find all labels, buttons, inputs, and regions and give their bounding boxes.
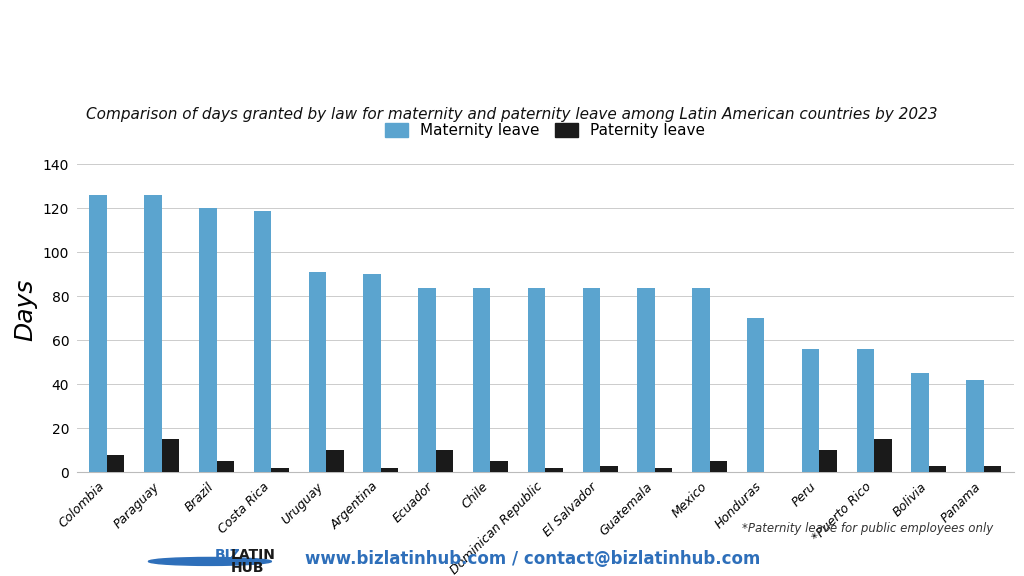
- Bar: [435, 450, 454, 472]
- Text: www.bizlatinhub.com / contact@bizlatinhub.com: www.bizlatinhub.com / contact@bizlatinhu…: [305, 551, 760, 569]
- Bar: [162, 439, 179, 472]
- Bar: [271, 468, 289, 472]
- Bar: [545, 468, 563, 472]
- Bar: [600, 466, 617, 472]
- Bar: [418, 287, 435, 472]
- Bar: [490, 461, 508, 472]
- Bar: [819, 450, 837, 472]
- Text: Comparison of days granted by law for maternity and paternity leave among Latin : Comparison of days granted by law for ma…: [86, 107, 938, 122]
- Bar: [911, 373, 929, 472]
- Bar: [199, 209, 216, 472]
- Bar: [254, 211, 271, 472]
- Bar: [106, 454, 125, 472]
- Bar: [655, 468, 673, 472]
- Bar: [216, 461, 234, 472]
- Bar: [746, 319, 765, 472]
- Bar: [637, 287, 655, 472]
- Bar: [692, 287, 710, 472]
- Y-axis label: Days: Days: [13, 278, 37, 341]
- Bar: [381, 468, 398, 472]
- Bar: [583, 287, 600, 472]
- Bar: [874, 439, 892, 472]
- Text: Maternity and paternity leave in Latin America: Maternity and paternity leave in Latin A…: [91, 32, 974, 66]
- Bar: [473, 287, 490, 472]
- Text: HUB: HUB: [230, 561, 264, 575]
- Text: *Paternity leave for public employees only: *Paternity leave for public employees on…: [742, 522, 993, 535]
- Bar: [364, 274, 381, 472]
- Bar: [929, 466, 946, 472]
- Bar: [527, 287, 545, 472]
- Circle shape: [148, 558, 271, 566]
- Bar: [308, 272, 326, 472]
- Bar: [710, 461, 727, 472]
- Legend: Maternity leave, Paternity leave: Maternity leave, Paternity leave: [379, 117, 712, 145]
- Bar: [326, 450, 344, 472]
- Bar: [89, 195, 106, 472]
- Text: BIZ: BIZ: [215, 548, 241, 562]
- Bar: [802, 349, 819, 472]
- Bar: [856, 349, 874, 472]
- Bar: [966, 380, 984, 472]
- Bar: [984, 466, 1001, 472]
- Bar: [144, 195, 162, 472]
- Text: LATIN: LATIN: [230, 548, 275, 562]
